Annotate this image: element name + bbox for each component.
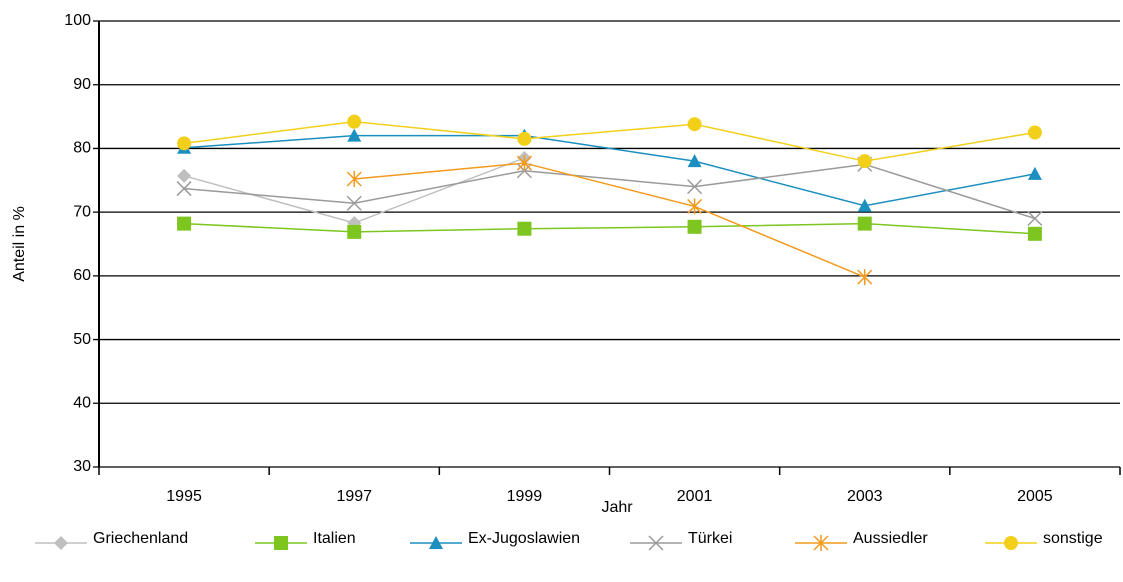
x-tick-label: 1997 <box>336 488 372 505</box>
marker <box>687 117 702 132</box>
marker <box>648 535 664 551</box>
marker <box>687 154 702 168</box>
legend-label: Ex-Jugoslawien <box>468 530 580 547</box>
marker <box>1004 536 1018 550</box>
y-tick-label: 50 <box>73 331 91 348</box>
y-tick-label: 40 <box>73 395 91 412</box>
marker <box>177 216 192 231</box>
legend-label: Aussiedler <box>853 530 928 547</box>
marker <box>1027 166 1042 180</box>
marker <box>177 136 192 151</box>
marker <box>347 128 362 142</box>
marker <box>857 198 872 212</box>
x-tick-label: 1999 <box>507 488 543 505</box>
y-tick-label: 60 <box>73 267 91 284</box>
series-line <box>184 134 1036 207</box>
legend-label: Griechenland <box>93 530 188 547</box>
marker <box>517 221 532 236</box>
marker <box>687 219 702 234</box>
series-line <box>354 162 866 278</box>
y-tick-label: 100 <box>64 12 91 29</box>
marker <box>813 535 829 551</box>
marker <box>516 155 532 172</box>
x-tick-label: 2001 <box>677 488 713 505</box>
marker <box>1027 210 1043 227</box>
y-tick-label: 90 <box>73 76 91 93</box>
marker <box>687 179 703 195</box>
x-tick-label: 1995 <box>166 488 202 505</box>
x-tick-label: 2003 <box>847 488 883 505</box>
marker <box>1027 125 1042 140</box>
marker <box>687 198 703 215</box>
marker <box>347 114 362 129</box>
legend-label: Türkei <box>688 530 732 547</box>
y-axis-label: Anteil in % <box>11 206 28 282</box>
marker <box>347 224 362 239</box>
y-tick-label: 80 <box>73 140 91 157</box>
marker <box>274 536 288 550</box>
x-tick-label: 2005 <box>1017 488 1053 505</box>
legend-label: Italien <box>313 530 356 547</box>
marker <box>857 154 872 169</box>
series-line <box>184 222 1035 235</box>
marker <box>1027 226 1042 241</box>
y-tick-label: 70 <box>73 203 91 220</box>
marker <box>346 195 362 211</box>
marker <box>177 168 192 183</box>
marker <box>176 181 192 197</box>
series-line <box>183 120 1036 162</box>
series-line <box>184 163 1036 220</box>
x-axis-label: Jahr <box>601 499 633 516</box>
marker <box>429 536 443 549</box>
marker <box>346 171 362 188</box>
marker <box>857 216 872 231</box>
marker <box>54 536 68 550</box>
legend-label: sonstige <box>1043 530 1103 547</box>
marker <box>517 131 532 146</box>
y-tick-label: 30 <box>73 458 91 475</box>
marker <box>857 269 873 286</box>
